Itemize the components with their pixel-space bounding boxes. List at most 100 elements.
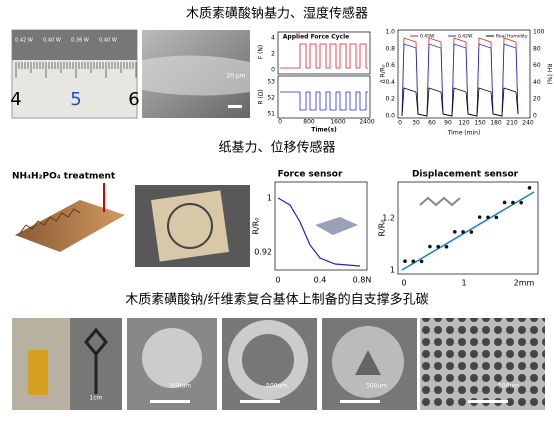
- label: 0.42W: [458, 34, 473, 40]
- points: [403, 185, 532, 264]
- x-label: Time (min): [447, 130, 481, 137]
- label: 1: [390, 266, 395, 275]
- chart-title: Force sensor: [278, 170, 343, 180]
- label: 500um: [366, 383, 387, 390]
- force-curve: [280, 43, 368, 69]
- ruler: [15, 62, 137, 78]
- point: [453, 230, 457, 234]
- label: 60: [428, 120, 436, 127]
- label: 4: [271, 35, 275, 42]
- label: 210: [506, 120, 518, 127]
- label: 0.8: [385, 45, 395, 52]
- section-title: 纸基力、位移传感器: [218, 140, 335, 156]
- point: [494, 215, 499, 220]
- chart-title: Displacement sensor: [412, 170, 519, 180]
- curve: [401, 37, 519, 117]
- fiber: [142, 55, 250, 96]
- axes: [397, 29, 531, 119]
- point: [428, 244, 432, 249]
- scale-bar: [340, 400, 380, 403]
- label: 0.6: [385, 62, 395, 69]
- curve: [401, 87, 519, 117]
- scale-bar: [150, 400, 190, 403]
- label: 500um: [498, 383, 519, 390]
- label: 80: [533, 45, 541, 52]
- label: 0: [401, 279, 406, 288]
- scale-bar: [468, 400, 508, 403]
- device: [28, 350, 48, 395]
- scale-label: 1cm: [90, 395, 103, 402]
- fit-line: [401, 191, 535, 271]
- ring: [228, 320, 308, 400]
- point: [419, 259, 424, 264]
- axes: [397, 181, 539, 275]
- label: 0.0: [385, 113, 395, 120]
- label: 500um: [170, 383, 191, 390]
- label: 90: [444, 120, 452, 127]
- point: [403, 259, 407, 264]
- cutout: [355, 350, 381, 375]
- label: 0.8N: [353, 276, 372, 285]
- curve: [401, 43, 519, 117]
- point: [411, 259, 416, 264]
- label: 500um: [266, 383, 287, 390]
- inset: [315, 217, 358, 235]
- label: 52: [267, 95, 275, 102]
- scale-bar: [228, 105, 242, 108]
- label: 1: [461, 279, 466, 288]
- label: 0: [278, 119, 282, 126]
- label: 0: [275, 276, 280, 285]
- label: 0.2: [385, 96, 395, 103]
- label: 1600: [330, 119, 345, 126]
- label: 30: [412, 120, 420, 127]
- label: 20: [533, 96, 541, 103]
- y-label: Δ R/R₀: [380, 64, 387, 83]
- label: 53: [267, 79, 275, 86]
- point: [436, 244, 441, 249]
- label: 800: [303, 119, 315, 126]
- label: 60: [533, 62, 541, 69]
- label: 100: [533, 29, 545, 36]
- label: 5: [70, 89, 81, 110]
- label: 0.40 W: [99, 38, 117, 44]
- disc: [142, 328, 202, 388]
- point: [469, 230, 474, 234]
- inset: [419, 196, 461, 207]
- label: 40: [533, 79, 541, 86]
- carbon-shape: [84, 327, 108, 394]
- point: [461, 230, 465, 234]
- section-title: 木质素磺酸钠/纤维素复合基体上制备的自支撑多孔碳: [125, 292, 428, 308]
- label: 0.45W: [420, 34, 435, 40]
- curve: [277, 197, 361, 267]
- y2-label: RH (%): [546, 64, 553, 85]
- label: 2400: [359, 119, 374, 126]
- legend: Applied Force Cycle: [283, 34, 349, 41]
- point: [444, 244, 449, 249]
- x-label: Time(s): [311, 127, 337, 134]
- paper-sensor: [151, 190, 229, 262]
- sem: [420, 318, 545, 410]
- corrugated-paper: [15, 200, 125, 252]
- label: Real Humidity: [496, 34, 528, 40]
- point: [486, 215, 490, 220]
- point: [502, 200, 507, 205]
- label: 1: [267, 194, 272, 203]
- sample-strip: [12, 30, 137, 60]
- label: 0: [271, 67, 275, 74]
- scale-label: 20 μm: [226, 73, 245, 80]
- label: 2: [271, 51, 275, 58]
- label: 120: [458, 120, 470, 127]
- y-label: F (N): [258, 45, 265, 60]
- point: [477, 215, 482, 219]
- resistance-curve: [280, 91, 368, 111]
- y-label: R/R₀: [252, 217, 261, 234]
- label: 1.0: [385, 29, 395, 36]
- axes: [277, 31, 371, 75]
- point: [511, 200, 515, 205]
- scale-bar: [240, 400, 280, 403]
- label: 0.4: [385, 79, 395, 86]
- axes: [277, 75, 371, 119]
- label: 0: [398, 120, 402, 127]
- label: 150: [474, 120, 486, 127]
